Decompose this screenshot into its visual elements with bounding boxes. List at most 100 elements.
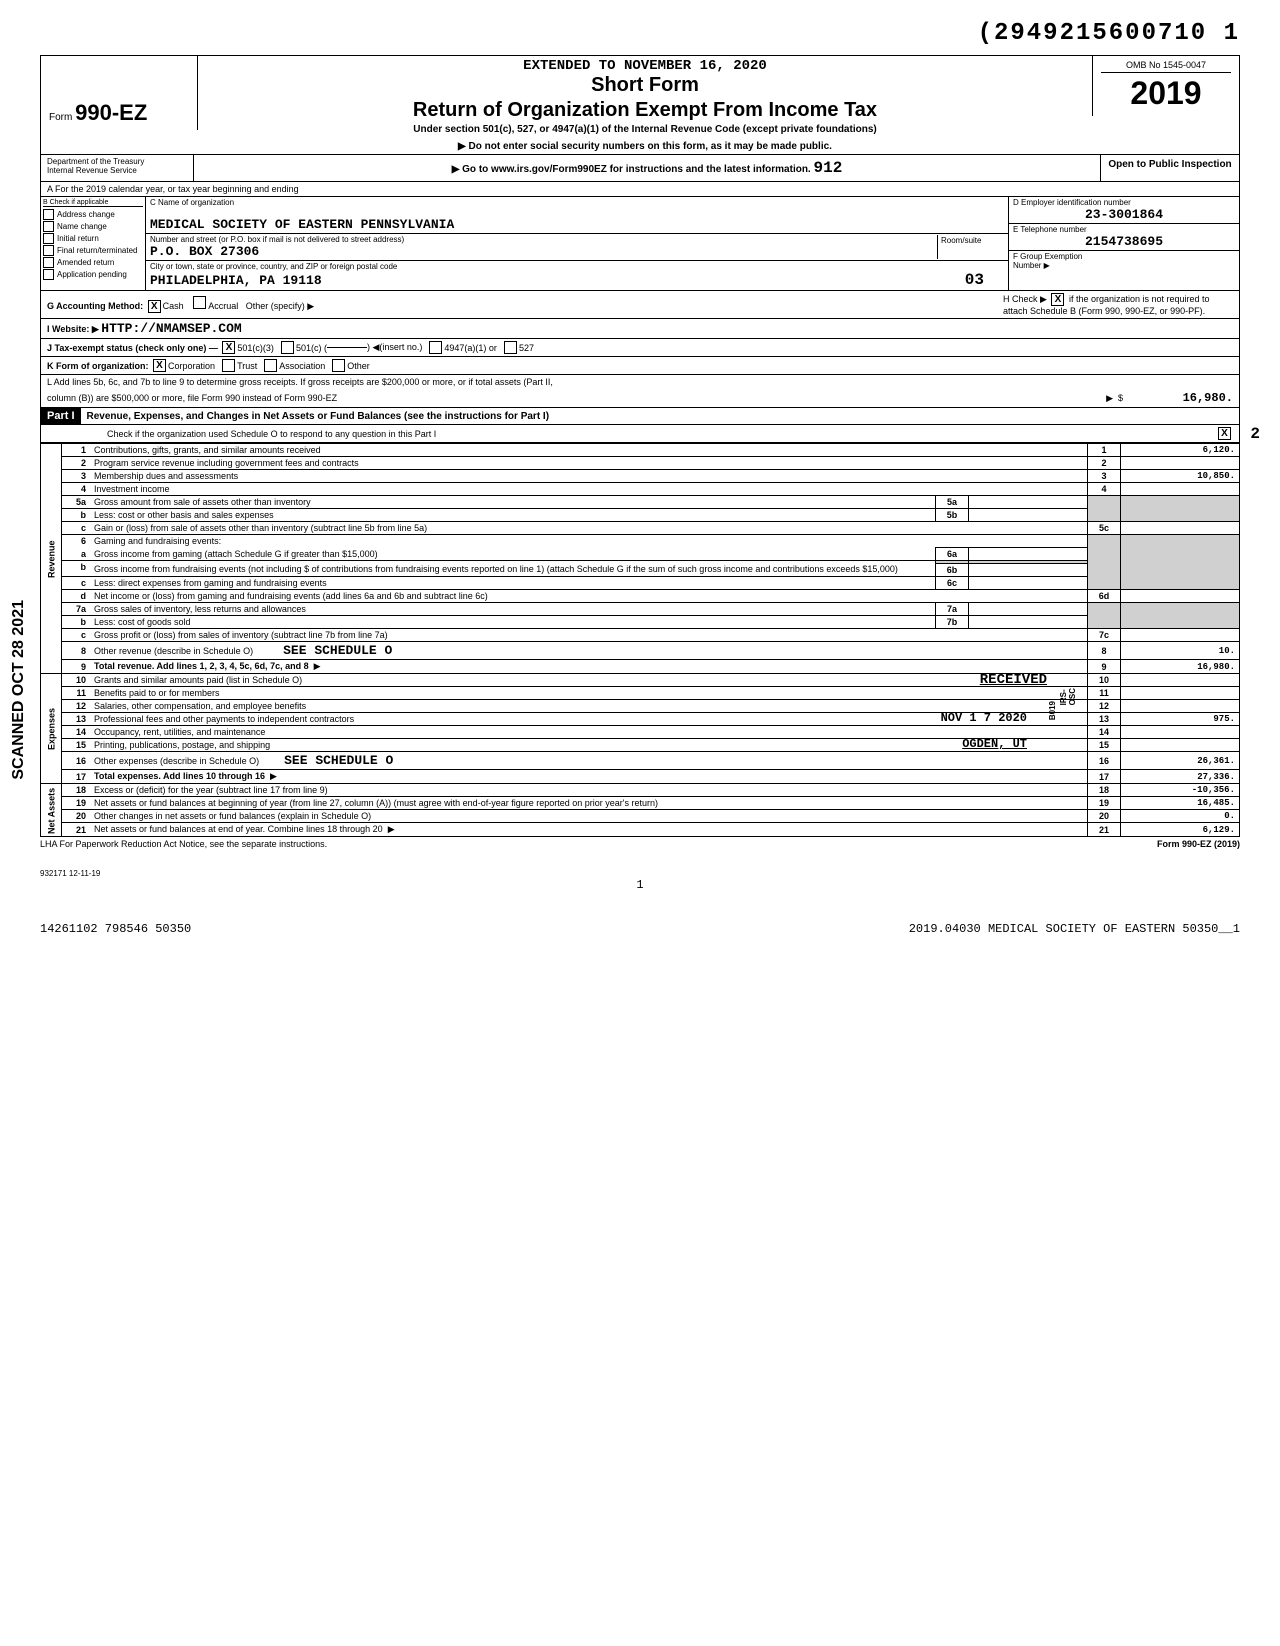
l-text2: column (B)) are $500,000 or more, file F… — [47, 393, 1106, 403]
row18-col: 18 — [1088, 784, 1121, 797]
row3-desc: Membership dues and assessments — [90, 470, 1088, 483]
row3-num: 3 — [81, 471, 86, 481]
chk-4947[interactable] — [429, 341, 442, 354]
chk-name-change[interactable] — [43, 221, 54, 232]
shaded-5 — [1088, 496, 1121, 522]
row11-desc: Benefits paid to or for members — [94, 688, 220, 698]
org-info-block: B Check if applicable Address change Nam… — [40, 197, 1240, 291]
row12-col: 12 — [1088, 700, 1121, 713]
row14-col: 14 — [1088, 726, 1121, 739]
row5b-desc: Less: cost or other basis and sales expe… — [90, 509, 936, 522]
row5c-num: c — [81, 523, 86, 533]
row12-desc: Salaries, other compensation, and employ… — [94, 701, 306, 711]
line-i: I Website: ▶ HTTP://NMAMSEP.COM — [40, 319, 1240, 339]
g-label: G Accounting Method: — [47, 301, 143, 311]
row19-col: 19 — [1088, 797, 1121, 810]
part1-check-text: Check if the organization used Schedule … — [47, 429, 1216, 439]
chk-trust[interactable] — [222, 359, 235, 372]
top-barcode-number: (2949215600710 1 — [40, 20, 1240, 47]
row15-col: 15 — [1088, 739, 1121, 752]
row9-desc: Total revenue. Add lines 1, 2, 3, 4, 5c,… — [94, 661, 309, 671]
row13-num: 13 — [76, 714, 86, 724]
chk-schedule-o[interactable]: X — [1218, 427, 1231, 440]
received-date: NOV 1 7 2020 — [941, 711, 1027, 725]
chk-527[interactable] — [504, 341, 517, 354]
row6a-num: a — [81, 549, 86, 559]
shaded-7b — [1121, 603, 1240, 629]
chk-cash[interactable]: X — [148, 300, 161, 313]
row7b-num: b — [81, 617, 87, 627]
lha-notice: LHA For Paperwork Reduction Act Notice, … — [40, 839, 327, 849]
row4-desc: Investment income — [90, 483, 1088, 496]
chk-other-org[interactable] — [332, 359, 345, 372]
open-to-public: Open to Public Inspection — [1100, 155, 1239, 181]
chk-amended[interactable] — [43, 257, 54, 268]
lbl-address-change: Address change — [57, 210, 115, 219]
column-b-checkboxes: B Check if applicable Address change Nam… — [41, 197, 146, 290]
row20-col: 20 — [1088, 810, 1121, 823]
chk-app-pending[interactable] — [43, 269, 54, 280]
dept-cell: Department of the Treasury Internal Reve… — [41, 155, 194, 181]
chk-final-return[interactable] — [43, 245, 54, 256]
row15-amt — [1121, 739, 1240, 752]
row17-num: 17 — [76, 772, 86, 782]
shaded-5b — [1121, 496, 1240, 522]
row7a-num: 7a — [76, 604, 86, 614]
chk-initial-return[interactable] — [43, 233, 54, 244]
row6b-val — [969, 564, 1088, 577]
city-state-zip: PHILADELPHIA, PA 19118 — [150, 273, 322, 288]
row2-num: 2 — [81, 458, 86, 468]
room-label: Room/suite — [941, 236, 1001, 245]
row12-amt — [1121, 700, 1240, 713]
row9-num: 9 — [81, 662, 86, 672]
row6a-desc: Gross income from gaming (attach Schedul… — [90, 548, 936, 561]
row17-col: 17 — [1088, 770, 1121, 784]
handwritten-912: 912 — [814, 159, 843, 177]
row20-desc: Other changes in net assets or fund bala… — [90, 810, 1088, 823]
row18-amt: -10,356. — [1121, 784, 1240, 797]
line-g-h: G Accounting Method: XCash Accrual Other… — [40, 291, 1240, 319]
row5a-desc: Gross amount from sale of assets other t… — [90, 496, 936, 509]
chk-address-change[interactable] — [43, 209, 54, 220]
row7b-desc: Less: cost of goods sold — [90, 616, 936, 629]
row13-desc: Professional fees and other payments to … — [94, 714, 354, 724]
row7a-val — [969, 603, 1088, 616]
row7c-desc: Gross profit or (loss) from sales of inv… — [90, 629, 1088, 642]
lha-footer: LHA For Paperwork Reduction Act Notice, … — [40, 839, 1240, 849]
row6c-box: 6c — [936, 577, 969, 590]
chk-h[interactable]: X — [1051, 293, 1064, 306]
part1-header-row: Part I Revenue, Expenses, and Changes in… — [40, 408, 1240, 425]
handwritten-03: 03 — [965, 271, 984, 289]
short-form-label: Short Form — [206, 74, 1084, 97]
row8-amt: 10. — [1121, 642, 1240, 660]
chk-assoc[interactable] — [264, 359, 277, 372]
row6d-num: d — [81, 591, 87, 601]
row3-amt: 10,850. — [1121, 470, 1240, 483]
shaded-6 — [1088, 535, 1121, 590]
scanned-stamp: SCANNED OCT 28 2021 — [10, 600, 28, 780]
row1-num: 1 — [81, 445, 86, 455]
row7c-amt — [1121, 629, 1240, 642]
row17-desc: Total expenses. Add lines 10 through 16 — [94, 771, 265, 781]
j-label: J Tax-exempt status (check only one) — — [47, 343, 218, 353]
irs-label: Internal Revenue Service — [47, 166, 187, 175]
lbl-initial-return: Initial return — [57, 234, 99, 243]
row9-amt: 16,980. — [1121, 660, 1240, 674]
dept-treasury: Department of the Treasury — [47, 157, 187, 166]
row14-amt — [1121, 726, 1240, 739]
chk-501c[interactable] — [281, 341, 294, 354]
handwritten-2: 2 — [1250, 425, 1260, 443]
row5c-col: 5c — [1088, 522, 1121, 535]
ein-value: 23-3001864 — [1013, 207, 1235, 222]
row5c-desc: Gain or (loss) from sale of assets other… — [90, 522, 1088, 535]
row6d-desc: Net income or (loss) from gaming and fun… — [90, 590, 1088, 603]
chk-accrual[interactable] — [193, 296, 206, 309]
row19-num: 19 — [76, 798, 86, 808]
goto-instructions: ▶ Go to www.irs.gov/Form990EZ for instru… — [194, 155, 1100, 181]
received-loc: OGDEN, UT — [962, 737, 1027, 751]
row20-amt: 0. — [1121, 810, 1240, 823]
chk-501c3[interactable]: X — [222, 341, 235, 354]
row4-amt — [1121, 483, 1240, 496]
form-header: Form 990-EZ EXTENDED TO NOVEMBER 16, 202… — [40, 55, 1240, 155]
chk-corp[interactable]: X — [153, 359, 166, 372]
